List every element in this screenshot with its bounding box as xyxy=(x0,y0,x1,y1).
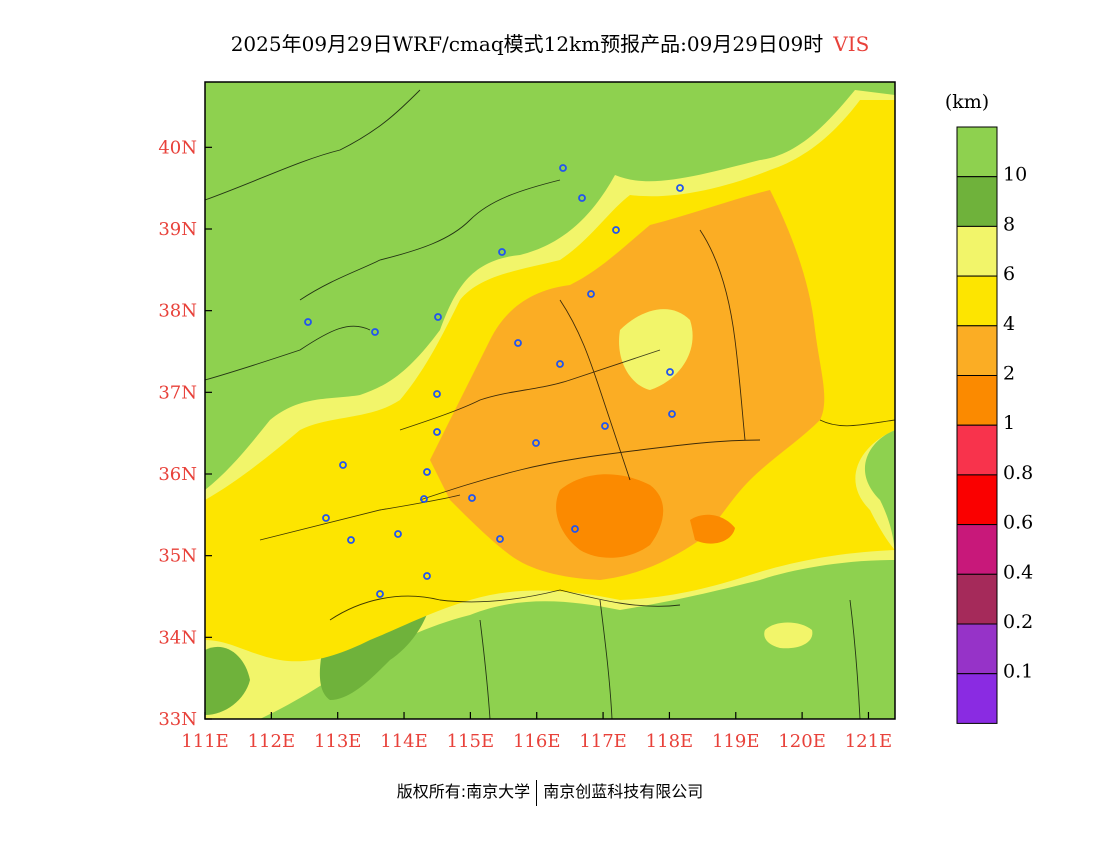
station-marker[interactable] xyxy=(468,494,476,502)
station-marker[interactable] xyxy=(601,422,609,430)
vis-2-4-zone xyxy=(430,190,825,580)
lat-tick-label: 38N xyxy=(158,301,197,322)
lon-tick-label: 121E xyxy=(845,731,893,752)
colorbar-swatch xyxy=(956,524,998,575)
lon-tick-label: 116E xyxy=(513,731,561,752)
lon-tick-label: 114E xyxy=(380,731,428,752)
colorbar-swatch xyxy=(956,673,998,724)
colorbar-swatch xyxy=(956,474,998,526)
variable-label: VIS xyxy=(833,32,870,56)
lat-tick-label: 37N xyxy=(158,382,197,403)
station-marker[interactable] xyxy=(433,428,441,436)
colorbar-label: 4 xyxy=(1003,313,1015,335)
station-marker[interactable] xyxy=(304,318,312,326)
station-marker[interactable] xyxy=(322,514,330,522)
colorbar-swatch xyxy=(956,375,998,426)
latitude-axis: 33N 34N 35N 36N 37N 38N 39N 40N xyxy=(158,137,212,730)
colorbar-swatch xyxy=(956,225,998,277)
colorbar-label: 0.4 xyxy=(1003,561,1033,583)
station-marker[interactable] xyxy=(496,535,504,543)
station-marker[interactable] xyxy=(339,461,347,469)
colorbar-label: 6 xyxy=(1003,263,1015,285)
station-marker[interactable] xyxy=(571,525,579,533)
colorbar-swatch xyxy=(956,573,998,625)
copyright-text: 版权所有:南京大学 xyxy=(396,782,531,801)
vis-6-8-island xyxy=(764,622,813,649)
footer: 版权所有:南京大学 南京创蓝科技有限公司 xyxy=(0,778,1100,806)
colorbar-label: 8 xyxy=(1003,213,1015,235)
station-marker[interactable] xyxy=(559,164,567,172)
colorbar-label: 0.2 xyxy=(1003,611,1033,633)
lon-tick-label: 113E xyxy=(314,731,362,752)
forecast-field xyxy=(205,82,895,719)
station-marker[interactable] xyxy=(587,290,595,298)
colorbar-label: 1 xyxy=(1003,412,1015,434)
station-marker[interactable] xyxy=(434,313,442,321)
station-marker[interactable] xyxy=(676,184,684,192)
vis-1-2-zone xyxy=(690,514,735,544)
longitude-axis: 111E 112E 113E 114E 115E 116E 117E 118E 119E 120E… xyxy=(181,712,892,752)
colorbar-swatch xyxy=(956,126,998,178)
colorbar-swatch xyxy=(956,424,998,476)
station-marker[interactable] xyxy=(394,530,402,538)
colorbar-label: 0.1 xyxy=(1003,661,1033,683)
station-marker[interactable] xyxy=(514,339,522,347)
colorbar-swatch xyxy=(956,623,998,675)
colorbar-label: 2 xyxy=(1003,363,1015,385)
map-title: 2025年09月29日WRF/cmaq模式12km预报产品:09月29日09时 V… xyxy=(0,28,1100,57)
colorbar-label: 0.6 xyxy=(1003,512,1033,534)
station-marker[interactable] xyxy=(612,226,620,234)
colorbar-unit: (km) xyxy=(945,91,989,113)
monitoring-stations xyxy=(304,164,684,598)
station-marker[interactable] xyxy=(532,439,540,447)
lon-tick-label: 117E xyxy=(579,731,627,752)
colorbar-swatch xyxy=(956,275,998,327)
admin-boundaries xyxy=(205,89,895,719)
lat-tick-label: 40N xyxy=(158,137,197,158)
vis-8-10-patch xyxy=(205,646,250,715)
station-marker[interactable] xyxy=(420,495,428,503)
lon-tick-label: 118E xyxy=(646,731,694,752)
lat-tick-label: 35N xyxy=(158,546,197,567)
station-marker[interactable] xyxy=(376,590,384,598)
lon-tick-label: 111E xyxy=(181,731,229,752)
colorbar-swatch xyxy=(956,176,998,227)
station-marker[interactable] xyxy=(433,390,441,398)
lon-tick-label: 120E xyxy=(778,731,826,752)
footer-separator xyxy=(536,779,538,806)
lon-tick-label: 115E xyxy=(447,731,495,752)
lat-tick-label: 39N xyxy=(158,219,197,240)
colorbar-swatch xyxy=(956,325,998,376)
map-frame xyxy=(204,81,896,720)
lon-tick-label: 119E xyxy=(712,731,760,752)
company-text: 南京创蓝科技有限公司 xyxy=(543,782,704,801)
lat-tick-label: 34N xyxy=(158,627,197,648)
station-marker[interactable] xyxy=(498,248,506,256)
lat-tick-label: 36N xyxy=(158,464,197,485)
station-marker[interactable] xyxy=(423,468,431,476)
lon-tick-label: 112E xyxy=(248,731,296,752)
vis-1-2-zone xyxy=(556,474,664,558)
colorbar-label: 10 xyxy=(1003,164,1027,186)
colorbar: (km) 10 8 6 4 2 1 0.8 0.6 0.4 0.2 0.1 xyxy=(945,91,1033,724)
station-marker[interactable] xyxy=(556,360,564,368)
lat-tick-label: 33N xyxy=(158,709,197,730)
station-marker[interactable] xyxy=(423,572,431,580)
station-marker[interactable] xyxy=(578,194,586,202)
station-marker[interactable] xyxy=(347,536,355,544)
vis-4-6-pocket xyxy=(619,309,693,390)
colorbar-label: 0.8 xyxy=(1003,462,1033,484)
station-marker[interactable] xyxy=(668,410,676,418)
station-marker[interactable] xyxy=(666,368,674,376)
station-marker[interactable] xyxy=(371,328,379,336)
title-text: 2025年09月29日WRF/cmaq模式12km预报产品:09月29日09时 xyxy=(230,32,824,56)
